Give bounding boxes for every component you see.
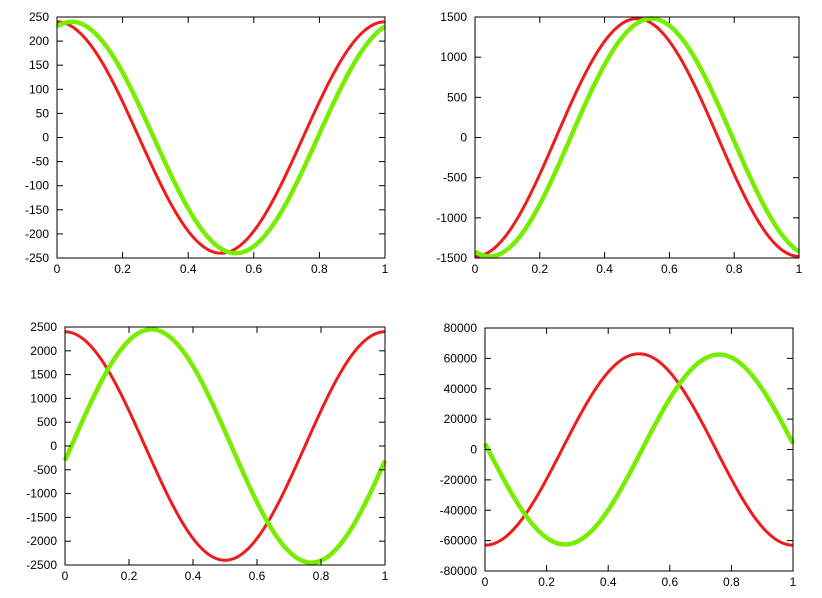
series-line-1 [56, 20, 386, 255]
plot-frame [474, 16, 800, 259]
chart-bottom-left: 0 0.2 0.4 0.6 0.8 1 2500 2000 1500 1000 500 0 -500 -1… [26, 320, 389, 583]
y-tick-label: 0 [460, 131, 467, 145]
y-tick-label: 250 [29, 10, 49, 24]
x-tick-label: 0.6 [245, 262, 262, 276]
x-tick-label: 0.2 [121, 569, 138, 583]
y-tick-label: -500 [443, 171, 467, 185]
x-tick-label: 0.2 [114, 262, 131, 276]
x-tick-label: 0 [54, 262, 61, 276]
y-tick-label: -50 [32, 155, 50, 169]
chart-panel-top-left: 0 0.2 0.4 0.6 0.8 1 250 200 150 100 50 0 -50 -100 -150… [0, 0, 411, 299]
y-tick-label: -1000 [436, 211, 467, 225]
y-tick-label: 0 [42, 131, 49, 145]
y-tick-label: -2500 [26, 558, 57, 572]
y-tick-label: 2500 [30, 320, 57, 334]
series-line-1 [64, 330, 386, 562]
x-tick-label: 0.6 [249, 569, 266, 583]
y-tick-label: -20000 [440, 473, 478, 487]
y-tick-label: -40000 [440, 503, 478, 517]
y-tick-label: -60000 [440, 534, 478, 548]
y-tick-label: 150 [29, 58, 49, 72]
series-line-1 [484, 352, 794, 547]
y-tick-label: 80000 [444, 321, 478, 335]
x-tick-label: 0.6 [661, 262, 678, 276]
y-tick-label: -1500 [26, 510, 57, 524]
chart-top-left: 0 0.2 0.4 0.6 0.8 1 250 200 150 100 50 0 -50 -100 -150… [25, 10, 389, 276]
x-tick-label: 1 [796, 262, 803, 276]
y-tick-label: -250 [25, 251, 49, 265]
y-tick-label: -200 [25, 227, 49, 241]
chart-panel-bottom-right: 0 0.2 0.4 0.6 0.8 1 80000 60000 40000 20000 0 -2000… [411, 299, 822, 598]
y-tick-label: 50 [36, 106, 50, 120]
x-tick-label: 0.6 [661, 575, 678, 589]
y-tick-label: -80000 [440, 564, 478, 578]
y-tick-label: 1500 [440, 10, 467, 24]
x-tick-label: 0.8 [313, 569, 330, 583]
y-tick-label: 60000 [444, 351, 478, 365]
chart-panel-bottom-left: 0 0.2 0.4 0.6 0.8 1 2500 2000 1500 1000 500 0 -500 -1… [0, 299, 411, 598]
x-tick-label: 1 [382, 569, 389, 583]
y-tick-label: 0 [470, 443, 477, 457]
plot-frame [484, 327, 794, 572]
series-line-1 [474, 17, 800, 258]
y-tick-label: 0 [50, 439, 57, 453]
series-line-2 [483, 352, 795, 547]
x-tick-label: 0.8 [723, 575, 740, 589]
y-tick-label: 500 [447, 90, 467, 104]
x-tick-label: 0.8 [726, 262, 743, 276]
y-tick-label: -2000 [26, 534, 57, 548]
x-tick-label: 0.4 [600, 575, 617, 589]
y-tick-label: 40000 [444, 382, 478, 396]
series-line-2 [55, 19, 387, 256]
y-tick-label: 200 [29, 34, 49, 48]
x-tick-label: 0.4 [185, 569, 202, 583]
chart-panel-top-right: 0 0.2 0.4 0.6 0.8 1 1500 1000 500 0 -500 -1000 -1500 [411, 0, 822, 299]
y-tick-label: -1000 [26, 487, 57, 501]
x-tick-label: 0.2 [531, 262, 548, 276]
x-tick-label: 1 [382, 262, 389, 276]
series-line-2 [473, 16, 801, 259]
y-tick-label: 500 [37, 415, 57, 429]
y-tick-label: -1500 [436, 251, 467, 265]
x-tick-label: 0.2 [538, 575, 555, 589]
series-line-2 [62, 327, 388, 565]
x-tick-label: 0 [62, 569, 69, 583]
y-tick-label: 2000 [30, 344, 57, 358]
y-tick-label: 100 [29, 82, 49, 96]
y-tick-label: 1500 [30, 368, 57, 382]
chart-bottom-right: 0 0.2 0.4 0.6 0.8 1 80000 60000 40000 20000 0 -2000… [440, 321, 797, 589]
x-tick-label: 1 [790, 575, 797, 589]
y-tick-label: -150 [25, 203, 49, 217]
y-tick-label: 1000 [30, 391, 57, 405]
x-tick-label: 0.8 [311, 262, 328, 276]
chart-top-right: 0 0.2 0.4 0.6 0.8 1 1500 1000 500 0 -500 -1000 -1500 [436, 10, 803, 276]
y-tick-label: 1000 [440, 50, 467, 64]
x-tick-label: 0 [482, 575, 489, 589]
y-tick-label: -500 [33, 463, 57, 477]
plot-frame [56, 16, 386, 259]
y-tick-label: -100 [25, 179, 49, 193]
x-tick-label: 0.4 [596, 262, 613, 276]
x-tick-label: 0.4 [180, 262, 197, 276]
x-tick-label: 0 [472, 262, 479, 276]
y-tick-label: 20000 [444, 412, 478, 426]
